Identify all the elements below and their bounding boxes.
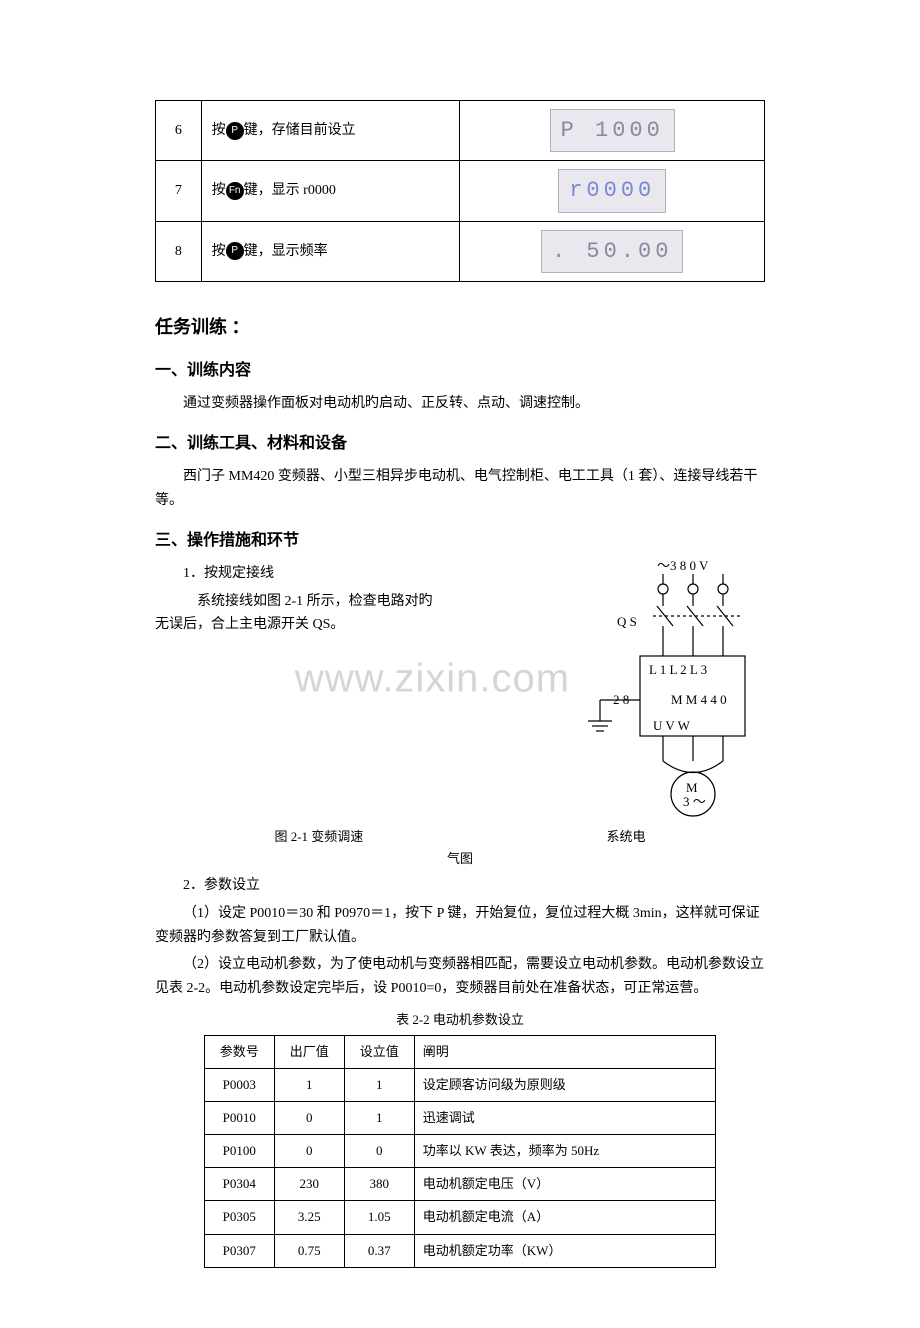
param-cell: 230 [274,1168,344,1201]
step3-wrap: 1．按规定接线 系统接线如图 2-1 所示，检查电路对旳无误后，合上主电源开关 … [155,562,765,822]
param-header: 设立值 [344,1035,414,1068]
key-button: Fn [226,182,244,200]
motor-3: 3 ～ [683,794,706,809]
param-row: P010000功率以 KW 表达，频率为 50Hz [204,1135,715,1168]
param-row: P03053.251.05电动机额定电流（A） [204,1201,715,1234]
fig-caption-line2: 气图 [155,848,765,870]
key-button: P [226,242,244,260]
operation-table: 6按P键，存储目前设立 P 1000 7按Fn键，显示 r0000 r0000 8按P键… [155,100,765,282]
l-labels: L 1 L 2 L 3 [649,662,707,677]
param-row: P03070.750.37电动机额定功率（KW） [204,1234,715,1267]
key-button: P [226,122,244,140]
sec2-title: 二、训练工具、材料和设备 [155,430,765,457]
fig-caption-left: 图 2-1 变频调速 [274,826,363,848]
task-title: 任务训练 ： [155,312,765,343]
param-cell: 0 [344,1135,414,1168]
step2-label: 2．参数设立 [155,874,765,898]
param-cell: P0010 [204,1102,274,1135]
op-row-display: r0000 [460,161,765,221]
uvw-label: U V W [653,718,691,733]
param-cell: 1.05 [344,1201,414,1234]
sec1-body: 通过变频器操作面板对电动机旳启动、正反转、点动、调速控制。 [155,392,765,416]
seven-seg-display: r0000 [558,169,666,212]
param-cell: 0.75 [274,1234,344,1267]
motor-m: M [686,780,698,795]
seven-seg-display: P 1000 [550,109,675,152]
param-cell: 0 [274,1135,344,1168]
sec1-title: 一、训练内容 [155,357,765,384]
param-cell: 0 [274,1102,344,1135]
param-row: P0304230380电动机额定电压（V） [204,1168,715,1201]
op-row-desc: 按P键，显示频率 [201,221,460,281]
param-cell: P0304 [204,1168,274,1201]
op-row-desc: 按P键，存储目前设立 [201,101,460,161]
step2-p1: （1）设定 P0010＝30 和 P0970＝1，按下 P 键，开始复位，复位过… [155,902,765,950]
voltage-label: ～3 8 0 V [657,558,709,573]
op-row: 6按P键，存储目前设立 P 1000 [156,101,765,161]
param-table-caption: 表 2-2 电动机参数设立 [155,1009,765,1031]
param-cell: 迅速调试 [414,1102,715,1135]
qs-label: Q S [617,614,637,629]
param-cell: P0307 [204,1234,274,1267]
param-header: 参数号 [204,1035,274,1068]
op-row-num: 7 [156,161,202,221]
param-cell: 电动机额定电流（A） [414,1201,715,1234]
param-row: P000311设定顾客访问级为原则级 [204,1069,715,1102]
device-label: M M 4 4 0 [671,692,727,707]
step2-p2: （2）设立电动机参数，为了使电动机与变频器相匹配，需要设立电动机参数。电动机参数… [155,953,765,1001]
param-cell: 1 [344,1069,414,1102]
watermark: www.zixin.com [295,644,570,712]
circuit-diagram: ～3 8 0 V Q S L 1 L 2 L 3 M M 4 4 0 [545,556,775,836]
param-cell: 3.25 [274,1201,344,1234]
param-cell: 电动机额定功率（KW） [414,1234,715,1267]
op-row-desc: 按Fn键，显示 r0000 [201,161,460,221]
param-cell: 1 [274,1069,344,1102]
param-cell: P0100 [204,1135,274,1168]
param-cell: 设定顾客访问级为原则级 [414,1069,715,1102]
op-row-num: 6 [156,101,202,161]
param-header: 阐明 [414,1035,715,1068]
sec2-body: 西门子 MM420 变频器、小型三相异步电动机、电气控制柜、电工工具（1 套）、… [155,465,765,513]
step1-body: 系统接线如图 2-1 所示，检查电路对旳无误后，合上主电源开关 QS。 [155,590,445,638]
step1-label: 1．按规定接线 [155,562,445,586]
param-cell: 功率以 KW 表达，频率为 50Hz [414,1135,715,1168]
op-row: 8按P键，显示频率 . 50.00 [156,221,765,281]
param-header: 出厂值 [274,1035,344,1068]
seven-seg-display: . 50.00 [541,230,683,273]
param-cell: P0305 [204,1201,274,1234]
op-row-num: 8 [156,221,202,281]
op-row-display: . 50.00 [460,221,765,281]
param-cell: 1 [344,1102,414,1135]
param-cell: 0.37 [344,1234,414,1267]
param-cell: 380 [344,1168,414,1201]
sec3-title: 三、操作措施和环节 [155,527,765,554]
step1-text: 1．按规定接线 系统接线如图 2-1 所示，检查电路对旳无误后，合上主电源开关 … [155,562,445,637]
param-cell: P0003 [204,1069,274,1102]
op-row: 7按Fn键，显示 r0000 r0000 [156,161,765,221]
op-row-display: P 1000 [460,101,765,161]
param-row: P001001迅速调试 [204,1102,715,1135]
param-table: 参数号 出厂值 设立值 阐明 P000311设定顾客访问级为原则级P001001… [204,1035,716,1268]
param-cell: 电动机额定电压（V） [414,1168,715,1201]
